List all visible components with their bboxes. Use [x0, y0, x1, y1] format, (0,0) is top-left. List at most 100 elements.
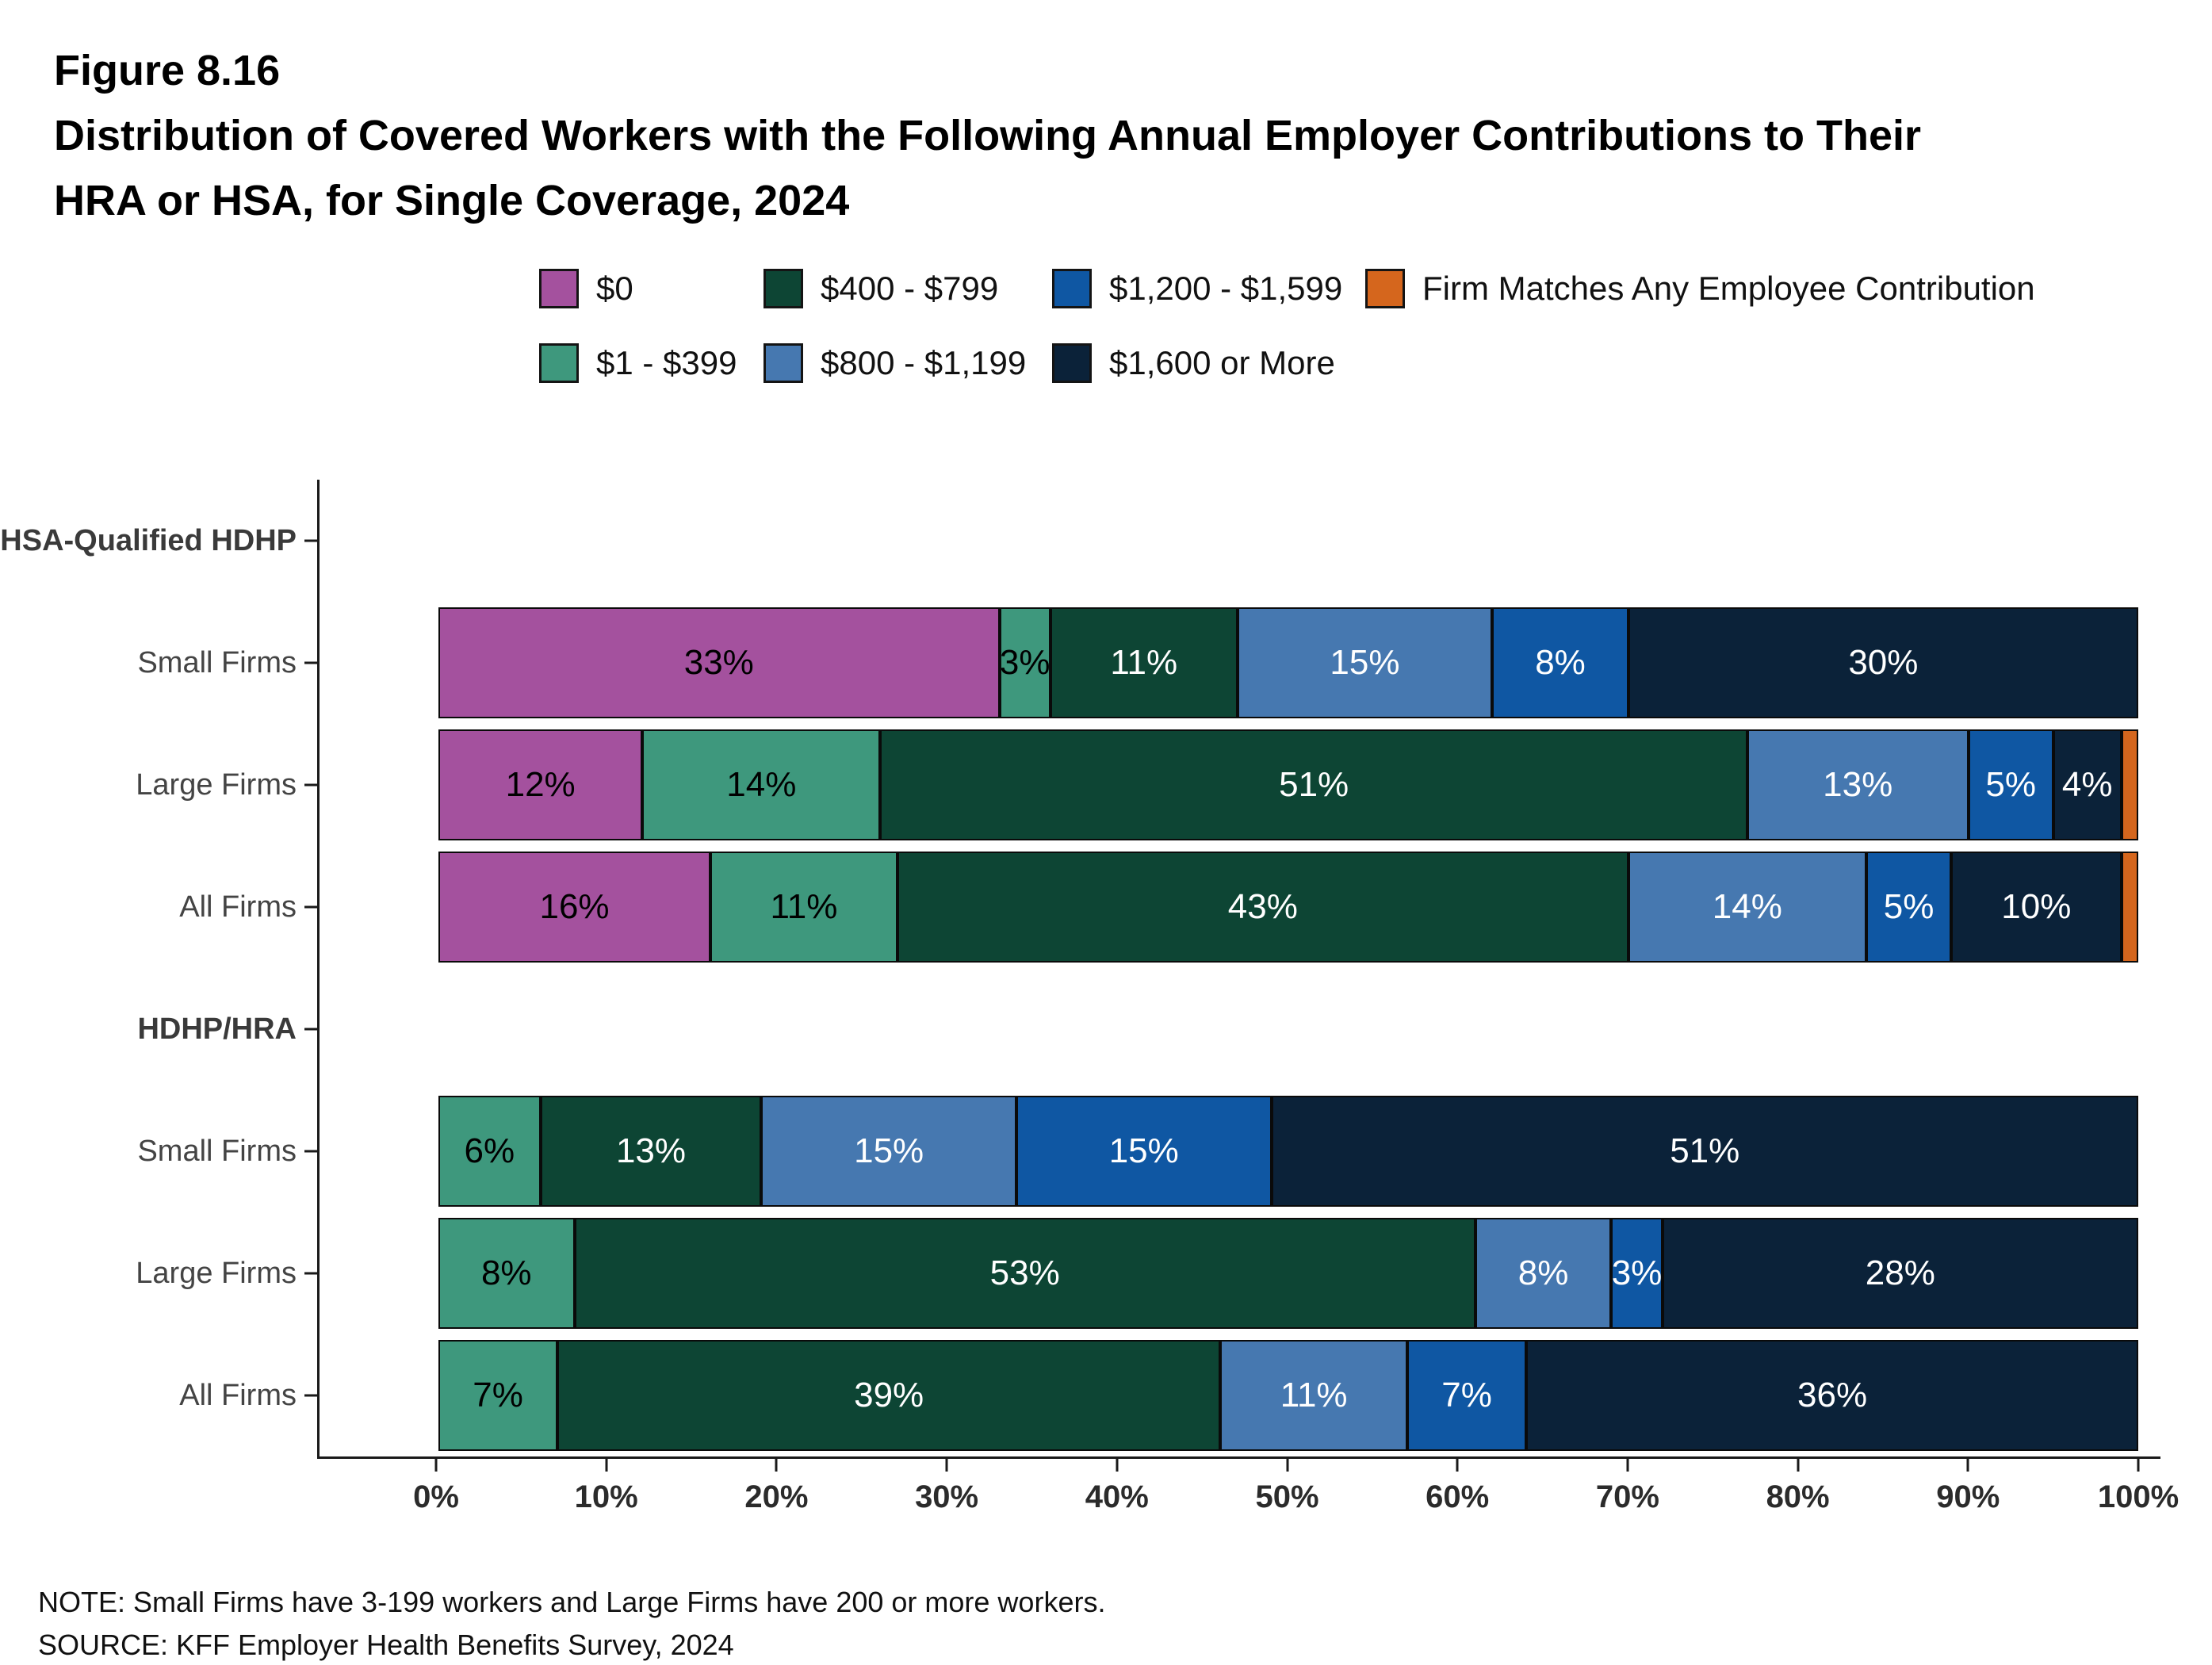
bar-wrap: 12% 14% 51% 13% 5% 4%	[438, 729, 2138, 840]
legend-item: Firm Matches Any Employee Contribution	[1365, 269, 2035, 308]
plot-row: 12% 14% 51% 13% 5% 4%	[317, 724, 2160, 846]
plot-area: HSA-Qualified HDHP Small Firms 33% 3% 11% 15%…	[0, 480, 2160, 1456]
stacked-bar: 6% 13% 15% 15% 51%	[438, 1096, 2138, 1207]
x-tick	[2137, 1459, 2140, 1472]
legend-item: $1 - $399	[539, 343, 763, 383]
legend-label: $800 - $1,199	[821, 344, 1027, 381]
row-label: Large Firms	[8, 1212, 317, 1334]
plot-row: 7% 39% 11% 7% 36%	[317, 1334, 2160, 1456]
page-title-line2: HRA or HSA, for Single Coverage, 2024	[54, 177, 850, 224]
bar-segment: 39%	[557, 1340, 1221, 1451]
bar-segment: 30%	[1628, 607, 2138, 718]
x-tick	[1797, 1459, 1800, 1472]
x-axis: 0% 10% 20% 30% 40% 50% 60% 70% 80% 90% 100%	[317, 1456, 2179, 1528]
legend-swatch	[1052, 269, 1092, 308]
x-tick	[1286, 1459, 1288, 1472]
stacked-bar: 12% 14% 51% 13% 5% 4%	[438, 729, 2138, 840]
plot-row: 6% 13% 15% 15% 51%	[317, 1090, 2160, 1212]
bar-segment: 13%	[540, 1096, 762, 1207]
legend-label: $1,600 or More	[1109, 344, 1335, 381]
legend-label: $1 - $399	[596, 344, 737, 381]
x-tick	[775, 1459, 778, 1472]
bar-wrap: 16% 11% 43% 14% 5% 10%	[438, 852, 2138, 963]
bar-segment: 51%	[880, 729, 1747, 840]
group-header-label: HSA-Qualified HDHP	[0, 480, 317, 602]
row-label: Small Firms	[8, 1090, 317, 1212]
legend-item: $400 - $799	[763, 269, 1052, 308]
page-title: Distribution of Covered Workers with the…	[54, 112, 1922, 159]
x-tick	[434, 1459, 438, 1472]
bar-segment: 33%	[438, 607, 1000, 718]
bar-segment: 13%	[1747, 729, 1969, 840]
bar-wrap: 7% 39% 11% 7% 36%	[438, 1340, 2138, 1451]
row-label-text: Large Firms	[136, 767, 297, 802]
x-tick	[1456, 1459, 1459, 1472]
x-tick-label: 30%	[915, 1479, 979, 1514]
x-tick	[1116, 1459, 1119, 1472]
x-tick	[945, 1459, 948, 1472]
figure-number: Figure 8.16	[54, 47, 281, 94]
chart: HSA-Qualified HDHP Small Firms 33% 3% 11% 15%…	[0, 480, 2179, 1528]
bar-segment: 11%	[1050, 607, 1238, 718]
legend: $0 $1 - $399 $400 - $799 $800 - $1,199 $1,20…	[539, 268, 2035, 384]
bar-segment: 14%	[1628, 852, 1866, 963]
bar-segment: 8%	[438, 1218, 575, 1329]
plot-row	[317, 480, 2160, 602]
row-label-text: Large Firms	[136, 1256, 297, 1290]
legend-label: $0	[596, 270, 633, 307]
bar-segment: 4%	[2053, 729, 2122, 840]
stacked-bar: 33% 3% 11% 15% 8% 30%	[438, 607, 2138, 718]
legend-swatch	[539, 269, 579, 308]
group-header-label: HDHP/HRA	[8, 968, 317, 1090]
x-tick-label: 80%	[1766, 1479, 1830, 1514]
stacked-bar: 7% 39% 11% 7% 36%	[438, 1340, 2138, 1451]
bar-segment: 7%	[438, 1340, 558, 1451]
bar-segment: 15%	[761, 1096, 1016, 1207]
legend-label: $1,200 - $1,599	[1109, 270, 1343, 307]
bar-segment: 43%	[897, 852, 1628, 963]
row-label-text: HSA-Qualified HDHP	[0, 523, 297, 557]
row-label: All Firms	[8, 846, 317, 968]
stacked-bar: 16% 11% 43% 14% 5% 10%	[438, 852, 2138, 963]
legend-item: $1,600 or More	[1052, 343, 1365, 383]
bar-wrap: 6% 13% 15% 15% 51%	[438, 1096, 2138, 1207]
row-label-text: Small Firms	[137, 1134, 297, 1168]
row-label-text: All Firms	[179, 1378, 297, 1412]
bar-segment: 3%	[999, 607, 1051, 718]
bar-segment: 8%	[1492, 607, 1628, 718]
bar-segment: 6%	[438, 1096, 541, 1207]
plot-row: 16% 11% 43% 14% 5% 10%	[317, 846, 2160, 968]
bar-segment: 36%	[1526, 1340, 2138, 1451]
bar-segment: 11%	[710, 852, 897, 963]
x-tick-label: 20%	[744, 1479, 809, 1514]
row-label-text: Small Firms	[137, 645, 297, 679]
row-label: All Firms	[8, 1334, 317, 1456]
legend-item: $800 - $1,199	[763, 343, 1052, 383]
legend-swatch	[1052, 343, 1092, 383]
figure-titles: Figure 8.16 Distribution of Covered Work…	[54, 38, 1921, 233]
bar-segment: 15%	[1237, 607, 1493, 718]
legend-item: $0	[539, 269, 763, 308]
legend-item: $1,200 - $1,599	[1052, 269, 1365, 308]
bar-segment: 53%	[574, 1218, 1475, 1329]
bar-wrap: 8% 53% 8% 3% 28%	[438, 1218, 2138, 1329]
source-text: SOURCE: KFF Employer Health Benefits Sur…	[38, 1629, 734, 1661]
x-tick-label: 90%	[1936, 1479, 2000, 1514]
bar-segment: 28%	[1662, 1218, 2138, 1329]
legend-swatch	[763, 343, 803, 383]
plot-row: 8% 53% 8% 3% 28%	[317, 1212, 2160, 1334]
bar-segment: 8%	[1475, 1218, 1612, 1329]
x-axis-ticks: 0% 10% 20% 30% 40% 50% 60% 70% 80% 90% 100%	[413, 1459, 2179, 1528]
note-text: NOTE: Small Firms have 3-199 workers and…	[38, 1586, 1106, 1618]
bar-segment: 12%	[438, 729, 643, 840]
bar-segment: 5%	[1866, 852, 1952, 963]
x-tick-label: 60%	[1426, 1479, 1490, 1514]
bar-segment: 15%	[1016, 1096, 1272, 1207]
legend-label: $400 - $799	[821, 270, 999, 307]
bar-segment: 3%	[1611, 1218, 1663, 1329]
bar-segment: 16%	[438, 852, 711, 963]
x-tick	[1626, 1459, 1629, 1472]
x-tick	[605, 1459, 608, 1472]
row-label-text: HDHP/HRA	[137, 1012, 297, 1046]
x-tick-label: 10%	[574, 1479, 638, 1514]
